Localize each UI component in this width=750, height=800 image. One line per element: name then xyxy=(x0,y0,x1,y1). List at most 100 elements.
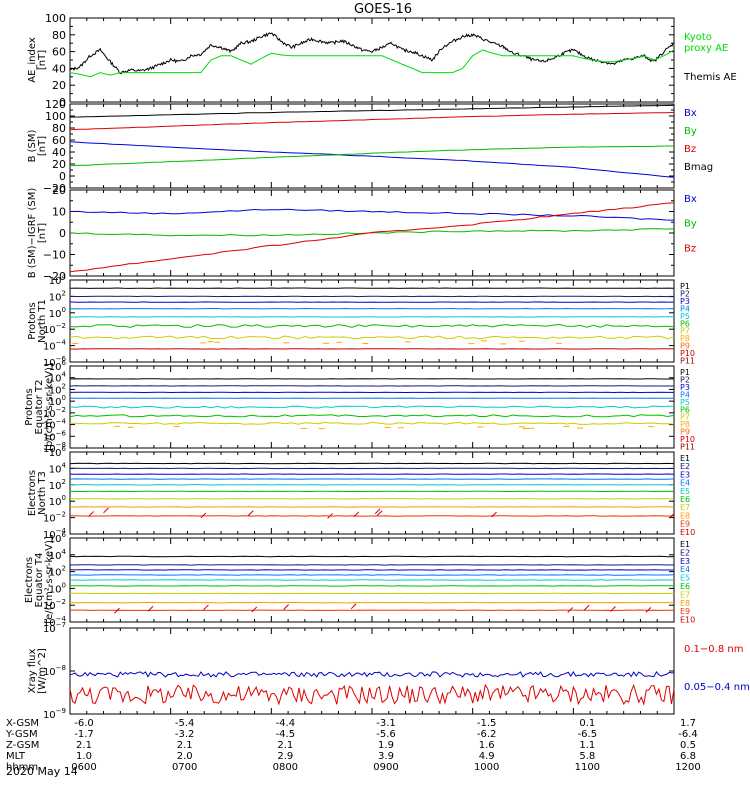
panel-frame xyxy=(69,103,675,189)
ephem-label-mlt: MLT xyxy=(6,751,26,762)
legend-bz: Bz xyxy=(684,144,696,155)
series-line-bz xyxy=(69,202,675,273)
ephem-value: 4.9 xyxy=(479,751,495,762)
y-label-line: [W/m^2] xyxy=(37,648,48,694)
y-label-line: Protons xyxy=(24,388,35,425)
y-tick-exponent: 2 xyxy=(62,289,66,297)
channel-segment-e10 xyxy=(88,511,95,517)
y-tick-exponent: −4 xyxy=(56,339,67,347)
legend-themis-ae: Themis AE xyxy=(683,72,737,83)
legend-by: By xyxy=(684,126,697,137)
ephem-value: 2.1 xyxy=(277,740,293,751)
channel-label-e9: E9 xyxy=(680,520,690,529)
y-tick-label: 80 xyxy=(52,122,66,135)
y-tick-label: 100 xyxy=(45,110,66,123)
channel-label-p7: P7 xyxy=(680,413,690,422)
y-tick-exponent: 0 xyxy=(62,306,66,314)
panel-et3: ElectronsNorth T310610410210010−210−4E1E… xyxy=(27,445,695,541)
series-line-themis-ae xyxy=(69,32,675,75)
ephem-value: 1.1 xyxy=(579,740,595,751)
channel-line-p7 xyxy=(69,421,675,425)
y-label-line: [p/(cm²-s-sr-keV)] xyxy=(44,363,55,451)
y-tick-label: 80 xyxy=(52,29,66,42)
ephem-value: 1.6 xyxy=(479,740,495,751)
ephem-label-z-gsm: Z-GSM xyxy=(6,740,39,751)
y-tick-exponent: −2 xyxy=(56,598,66,606)
y-tick-exponent: −8 xyxy=(56,441,66,449)
channel-label-e6: E6 xyxy=(680,495,690,504)
ephem-value: -3.1 xyxy=(376,718,396,729)
y-label-line: [e/(cm²-s-sr-keV)] xyxy=(44,536,55,624)
channel-label-p4: P4 xyxy=(680,390,690,399)
ephemeris-table: X-GSM -6.0 -5.4 -4.4 -3.1 -1.5 0.1 1.7 Y-GSM -1.7… xyxy=(5,718,701,773)
y-tick-label: 102 xyxy=(49,289,66,303)
channel-segment-e10 xyxy=(353,511,360,518)
y-axis-label: B (SM)−IGRF (SM)[nT] xyxy=(27,188,48,279)
y-label-line: B (SM) xyxy=(27,129,38,162)
channel-label-p8: P8 xyxy=(680,420,690,429)
ephem-value: -4.4 xyxy=(276,718,296,729)
y-label-line: Protons xyxy=(27,302,38,339)
ephem-value: 2.1 xyxy=(177,740,193,751)
ephem-value: 2.1 xyxy=(76,740,92,751)
legend-0-05-0-4-nm: 0.05−0.4 nm xyxy=(684,682,750,693)
y-tick-exponent: 0 xyxy=(62,494,66,502)
y-tick-label: 20 xyxy=(52,184,66,197)
channel-segment-e10 xyxy=(114,607,120,614)
channel-line-p7 xyxy=(69,335,675,340)
channel-segment-e10 xyxy=(103,507,109,514)
ephem-value: 3.9 xyxy=(378,751,394,762)
channel-label-p6: P6 xyxy=(680,405,690,414)
y-label-line: North T3 xyxy=(37,471,48,515)
y-tick-exponent: 6 xyxy=(62,445,67,453)
y-tick-label: 104 xyxy=(49,273,67,287)
channel-label-e6: E6 xyxy=(680,582,690,591)
y-tick-label: −10 xyxy=(43,249,66,262)
channel-line-p5 xyxy=(69,405,674,409)
channel-segment-e10 xyxy=(283,604,290,610)
y-axis-label: Xray flux[W/m^2] xyxy=(27,648,48,694)
y-tick-label: 102 xyxy=(49,565,66,579)
y-tick-exponent: 0 xyxy=(62,581,66,589)
y-tick-label: 20 xyxy=(52,158,66,171)
ephem-value: -6.5 xyxy=(578,729,598,740)
series-line-xray-0 xyxy=(69,683,675,707)
channel-label-e4: E4 xyxy=(680,565,690,574)
channel-segment-e10 xyxy=(247,510,254,517)
ephem-label-y-gsm: Y-GSM xyxy=(5,729,38,740)
y-tick-exponent: 2 xyxy=(62,478,66,486)
legend-bx: Bx xyxy=(684,108,697,119)
y-label-line: Xray flux xyxy=(27,649,38,694)
channel-label-p9: P9 xyxy=(680,342,690,351)
y-tick-exponent: −7 xyxy=(56,621,66,629)
y-axis-label: ElectronsNorth T3 xyxy=(27,470,48,516)
ephem-value: -6.4 xyxy=(678,729,698,740)
y-tick-exponent: −4 xyxy=(56,527,67,535)
y-tick-label: 100 xyxy=(45,12,66,25)
legend-proxy-ae: proxy AE xyxy=(684,43,728,54)
y-tick-exponent: −8 xyxy=(56,664,66,672)
channel-label-e9: E9 xyxy=(680,607,690,616)
y-tick-label: −20 xyxy=(43,270,66,283)
y-tick-label: 102 xyxy=(49,478,66,492)
panel-et4: ElectronsEquator T4[e/(cm²-s-sr-keV)]106… xyxy=(24,531,695,629)
channel-label-e1: E1 xyxy=(680,540,690,549)
ephem-value: -6.2 xyxy=(477,729,497,740)
y-tick-label: 100 xyxy=(49,306,66,320)
legend-bmag: Bmag xyxy=(684,162,713,173)
ephem-value: 6.8 xyxy=(680,751,696,762)
channel-label-e7: E7 xyxy=(680,590,690,599)
y-tick-exponent: 0 xyxy=(62,394,66,402)
channel-label-p3: P3 xyxy=(680,297,690,306)
channel-line-p6 xyxy=(69,323,675,328)
ephem-value: 1.9 xyxy=(378,740,394,751)
legend-0-1-0-8-nm: 0.1−0.8 nm xyxy=(684,644,743,655)
channel-segment-e10 xyxy=(251,606,258,613)
y-tick-label: 100 xyxy=(49,581,66,595)
series-line-xray-1 xyxy=(69,670,675,678)
y-tick-exponent: 4 xyxy=(62,273,67,281)
y-tick-exponent: −2 xyxy=(56,322,66,330)
